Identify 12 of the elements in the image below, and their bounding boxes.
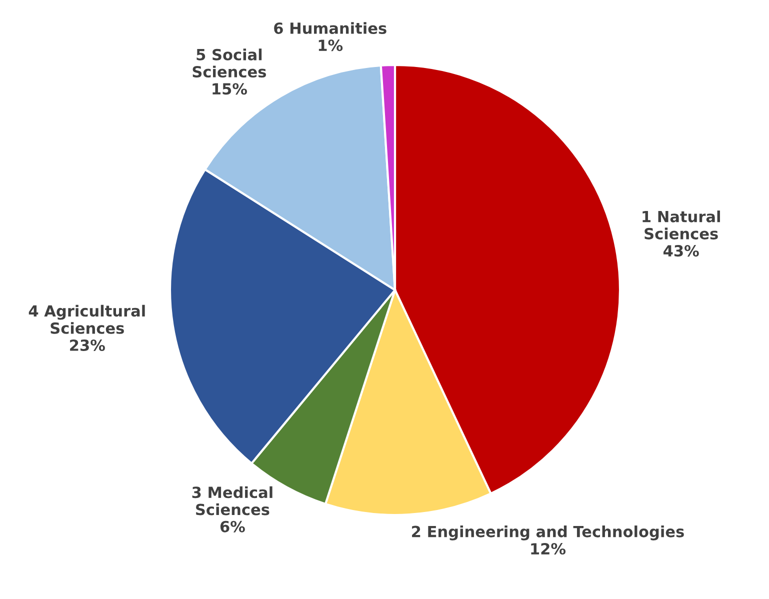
slice-label: 2 Engineering and Technologies: [412, 525, 684, 540]
slice-label: 5 Social Sciences: [192, 48, 266, 78]
slice-label: 4 Agricultural Sciences: [28, 304, 145, 334]
data-label: 1%: [318, 40, 343, 52]
slice-label: 1 Natural Sciences: [642, 210, 720, 240]
data-label: 12%: [531, 542, 566, 555]
data-label: 43%: [663, 245, 699, 257]
data-label: 15%: [212, 83, 247, 95]
data-label: 6%: [220, 520, 245, 532]
slice-label: 3 Medical Sciences: [192, 486, 272, 516]
slice-label: 6 Humanities: [274, 22, 386, 34]
data-label: 23%: [70, 339, 105, 352]
